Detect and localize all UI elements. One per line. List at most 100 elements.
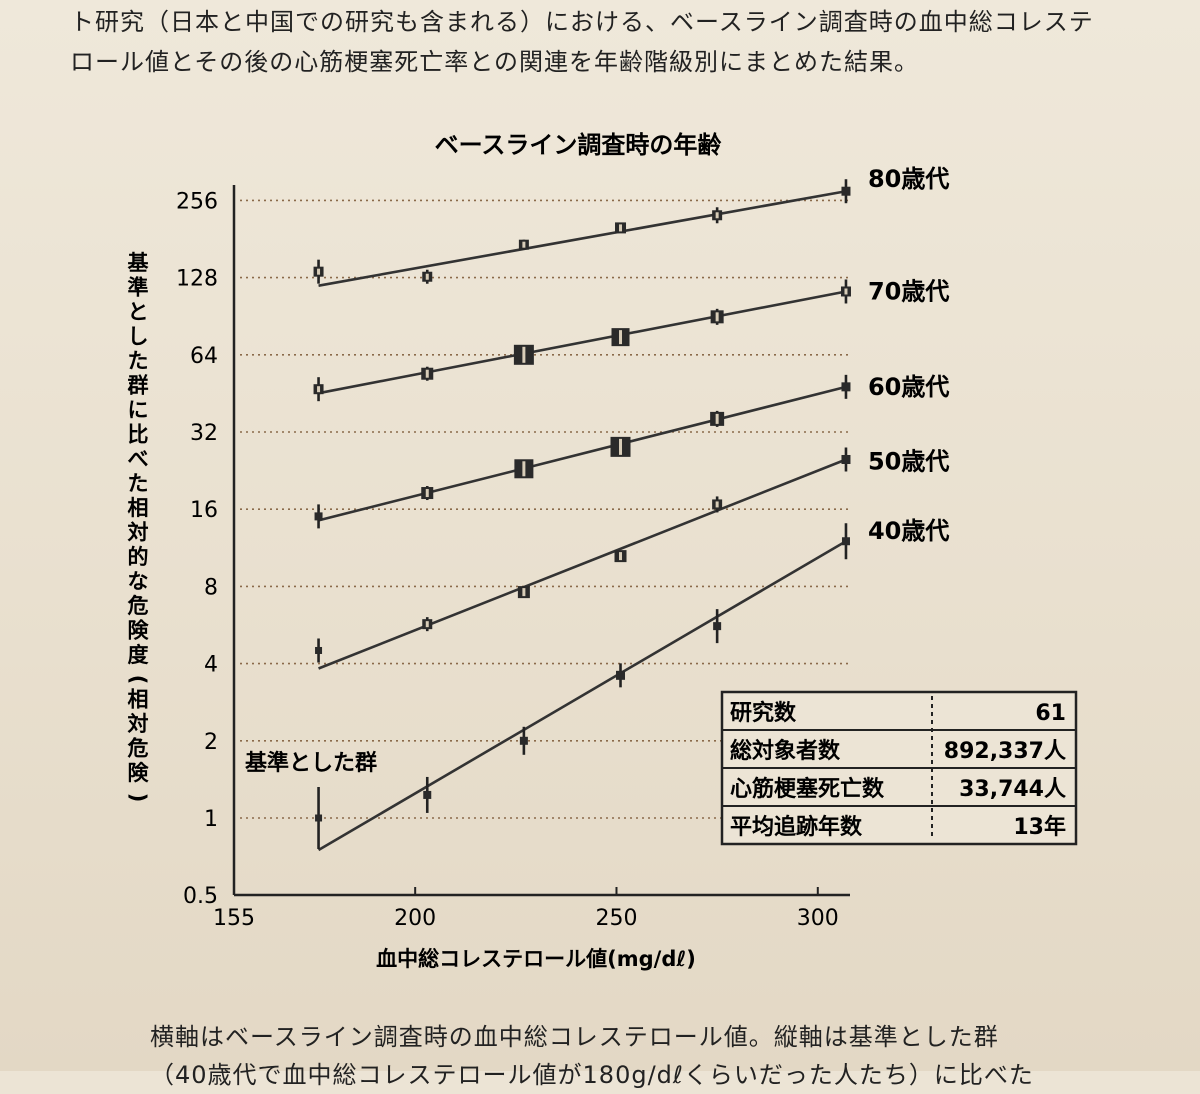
y-label-char: と bbox=[128, 300, 149, 324]
series-group: 80歳代 70歳代 60歳代 50歳代 40歳代 bbox=[313, 165, 949, 852]
cholesterol-risk-chart: ベースライン調査時の年齢 0.5 1 2 4 8 16 32 64 128 256 155 200 2… bbox=[126, 131, 1078, 971]
series-60歳代: 60歳代 bbox=[314, 373, 949, 529]
data-point-highlight bbox=[715, 212, 719, 219]
data-point-highlight bbox=[425, 489, 429, 498]
y-tick-label: 16 bbox=[190, 498, 218, 523]
series-40歳代: 40歳代 bbox=[315, 517, 949, 852]
y-tick-label: 128 bbox=[176, 267, 218, 292]
y-tick-label: 32 bbox=[190, 421, 218, 446]
table-row-value: 892,337人 bbox=[944, 739, 1066, 764]
x-axis-label: 血中総コレステロール値(mg/dℓ) bbox=[376, 947, 696, 971]
y-tick-label: 1 bbox=[204, 807, 218, 832]
y-label-char: 危 bbox=[128, 594, 149, 618]
series-70歳代: 70歳代 bbox=[313, 277, 949, 402]
chart-title: ベースライン調査時の年齢 bbox=[435, 131, 723, 159]
y-tick-label: 0.5 bbox=[183, 884, 218, 909]
series-line bbox=[318, 385, 847, 522]
data-point-highlight bbox=[317, 268, 321, 275]
table-row-value: 33,744人 bbox=[959, 777, 1066, 802]
series-label: 50歳代 bbox=[868, 447, 949, 475]
data-point bbox=[841, 186, 851, 196]
table-row-value: 61 bbox=[1035, 701, 1066, 726]
data-point-highlight bbox=[715, 501, 719, 508]
y-label-char: 度 bbox=[128, 643, 149, 667]
series-80歳代: 80歳代 bbox=[313, 165, 949, 287]
y-label-char: 準 bbox=[128, 276, 149, 300]
series-label: 80歳代 bbox=[868, 165, 949, 193]
y-tick-labels: 0.5 1 2 4 8 16 32 64 128 256 bbox=[176, 189, 218, 909]
y-label-char: 相 bbox=[128, 688, 149, 712]
y-label-char: 群 bbox=[128, 374, 149, 398]
y-tick-label: 64 bbox=[190, 344, 218, 369]
data-point bbox=[423, 790, 432, 799]
y-label-char: 対 bbox=[128, 712, 149, 736]
data-point-highlight bbox=[522, 241, 526, 248]
data-point bbox=[841, 382, 851, 392]
y-label-char: 比 bbox=[128, 423, 149, 447]
y-label-char: な bbox=[128, 570, 149, 594]
y-label-char: に bbox=[128, 398, 149, 422]
data-point-highlight bbox=[619, 438, 623, 455]
data-point-highlight bbox=[619, 330, 623, 345]
data-point bbox=[841, 454, 851, 464]
y-label-char: た bbox=[128, 472, 149, 496]
data-point bbox=[841, 537, 850, 546]
table-row-label: 心筋梗塞死亡数 bbox=[730, 776, 885, 802]
y-label-char: 相 bbox=[128, 496, 149, 520]
x-tick-label: 300 bbox=[797, 906, 839, 931]
data-point bbox=[314, 512, 323, 521]
y-tick-label: 256 bbox=[176, 189, 218, 214]
data-point-highlight bbox=[522, 461, 526, 477]
series-line bbox=[318, 290, 847, 395]
y-label-char: ) bbox=[126, 793, 150, 803]
data-point-highlight bbox=[619, 552, 623, 561]
caption-line-2: （40歳代で血中総コレステロール値が180g/dℓくらいだった人たち）に比べた bbox=[150, 1061, 1034, 1089]
data-point bbox=[713, 622, 722, 631]
y-label-char: ( bbox=[126, 675, 150, 685]
data-point-highlight bbox=[715, 312, 719, 322]
y-label-char: べ bbox=[128, 447, 149, 471]
caption-paragraph: 横軸はベースライン調査時の血中総コレステロール値。縦軸は基準とした群 （40歳代… bbox=[150, 1018, 1190, 1094]
y-label-char: 基 bbox=[128, 251, 150, 275]
data-point-highlight bbox=[522, 588, 526, 597]
caption-line-1: 横軸はベースライン調査時の血中総コレステロール値。縦軸は基準とした群 bbox=[150, 1023, 999, 1051]
data-point bbox=[315, 646, 323, 654]
x-tick-label: 155 bbox=[213, 906, 255, 931]
reference-group-label: 基準とした群 bbox=[245, 750, 377, 776]
y-tick-label: 8 bbox=[204, 575, 218, 600]
y-label-char: た bbox=[128, 349, 149, 373]
data-point-highlight bbox=[715, 413, 719, 424]
data-point-highlight bbox=[425, 369, 429, 378]
y-label-char: 対 bbox=[128, 521, 149, 545]
intro-paragraph: ト研究（日本と中国での研究も含まれる）における、ベースライン調査時の血中総コレス… bbox=[70, 2, 1180, 82]
table-row-value: 13年 bbox=[1013, 814, 1066, 840]
data-point-highlight bbox=[844, 288, 848, 295]
data-point bbox=[519, 736, 528, 745]
y-tick-label: 4 bbox=[204, 653, 218, 678]
y-label-char: 険 bbox=[128, 761, 150, 785]
series-label: 40歳代 bbox=[868, 517, 949, 545]
table-row-label: 平均追跡年数 bbox=[730, 814, 863, 840]
series-label: 70歳代 bbox=[868, 277, 949, 305]
y-tick-label: 2 bbox=[204, 730, 218, 755]
table-row-label: 総対象者数 bbox=[730, 738, 841, 764]
y-label-char: 危 bbox=[128, 737, 149, 761]
data-point-highlight bbox=[425, 621, 429, 628]
data-point-highlight bbox=[425, 273, 429, 280]
table-row-label: 研究数 bbox=[730, 700, 797, 726]
series-line bbox=[318, 458, 847, 670]
series-line bbox=[317, 540, 847, 852]
data-point bbox=[315, 814, 323, 822]
x-tick-labels: 155 200 250 300 bbox=[213, 906, 839, 931]
y-label-char: し bbox=[128, 325, 149, 349]
x-tick-label: 250 bbox=[595, 906, 637, 931]
y-label-char: 険 bbox=[128, 619, 150, 643]
intro-line-1: ト研究（日本と中国での研究も含まれる）における、ベースライン調査時の血中総コレス… bbox=[70, 8, 1094, 36]
axes bbox=[232, 185, 850, 897]
intro-line-2: ロール値とその後の心筋梗塞死亡率との関連を年齢階級別にまとめた結果。 bbox=[70, 48, 920, 76]
data-point-highlight bbox=[317, 386, 321, 393]
data-point bbox=[616, 670, 626, 680]
series-label: 60歳代 bbox=[868, 373, 949, 401]
